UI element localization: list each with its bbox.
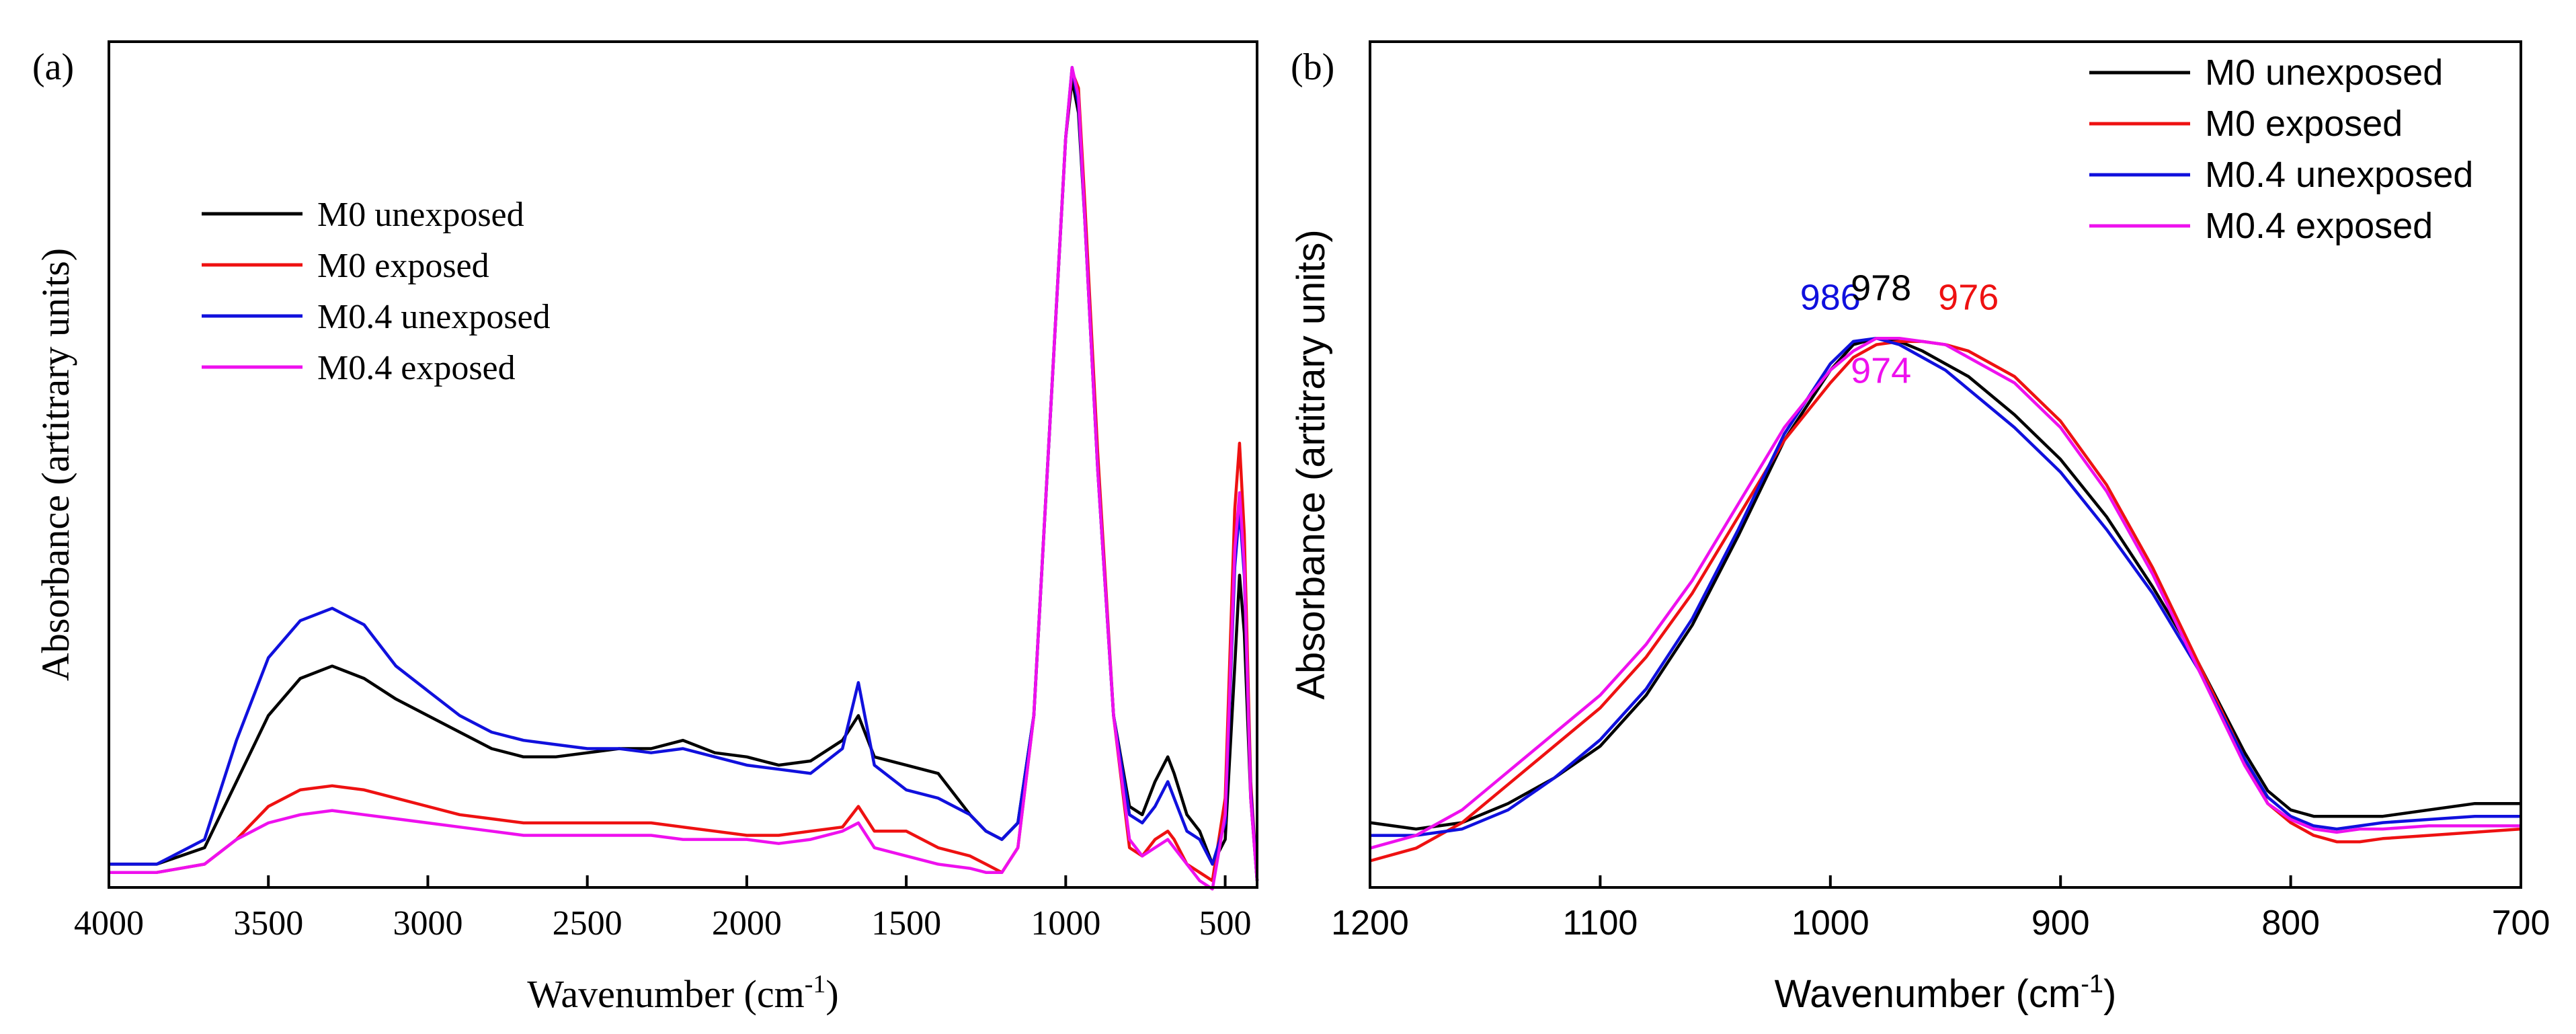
peak-annotation-976: 976 [1938, 278, 1999, 318]
legend-label-m0-exposed: M0 exposed [2205, 104, 2403, 144]
legend-label-m0-4-exposed: M0.4 exposed [317, 349, 516, 387]
legend-label-m0-4-exposed: M0.4 exposed [2205, 206, 2433, 246]
panel-b-x-axis-label: Wavenumber (cm-1) [1775, 970, 2117, 1016]
panel-a-y-axis-label: Absorbance (artitrary units) [34, 248, 77, 681]
series-line-m0-exposed [109, 70, 1259, 883]
panel-a-frame [108, 40, 1258, 889]
panel-a: (a) 4000 3500 3000 2500 2000 1500 1000 500 Wave… [32, 40, 1259, 1016]
legend-label-m0-exposed: M0 exposed [317, 247, 489, 285]
panel-a-series-group [109, 66, 1259, 891]
x-tick-label: 2500 [553, 904, 622, 943]
series-line-m0-4-unexposed [109, 66, 1259, 881]
legend-label-m0-unexposed: M0 unexposed [317, 196, 524, 234]
legend-label-m0-4-unexposed: M0.4 unexposed [2205, 155, 2473, 195]
peak-annotation-986: 986 [1800, 278, 1861, 318]
panel-b-frame [1369, 40, 2522, 889]
series-line-m0-4-unexposed [1370, 336, 2521, 837]
legend-label-m0-4-unexposed: M0.4 unexposed [317, 298, 551, 336]
series-line-m0-unexposed [109, 78, 1259, 881]
panel-b-series-group [1369, 336, 2522, 863]
x-tick-label: 800 [2261, 904, 2320, 943]
x-tick-label: 3500 [233, 904, 303, 943]
panel-a-x-axis-label: Wavenumber (cm-1) [527, 970, 838, 1016]
legend-label-m0-unexposed: M0 unexposed [2205, 52, 2443, 93]
series-line-m0-exposed [1369, 340, 2522, 863]
panel-b-label: (b) [1291, 46, 1334, 88]
x-tick-label: 700 [2492, 904, 2550, 943]
x-tick-label: 1200 [1331, 904, 1409, 943]
x-tick-label: 500 [1199, 904, 1252, 943]
x-tick-label: 1000 [1792, 904, 1869, 943]
panel-b-x-axis: 1200 1100 1000 900 800 700 [1331, 875, 2550, 943]
panel-b: (b) 1200 1100 1000 900 800 700 Wavenumber (cm… [1289, 40, 2550, 1016]
panel-a-label: (a) [32, 46, 74, 88]
panel-a-x-axis: 4000 3500 3000 2500 2000 1500 1000 500 [74, 875, 1252, 943]
x-tick-label: 2000 [712, 904, 782, 943]
x-tick-label: 3000 [393, 904, 462, 943]
series-line-m0-4-exposed [109, 66, 1259, 891]
series-line-m0-unexposed [1369, 336, 2521, 831]
x-tick-label: 1100 [1562, 904, 1638, 943]
series-line-m0-4-exposed [1369, 336, 2521, 850]
x-tick-label: 4000 [74, 904, 144, 943]
peak-annotation-978: 978 [1851, 268, 1911, 308]
x-tick-label: 1500 [871, 904, 941, 943]
panel-b-legend: M0 unexposed M0 exposed M0.4 unexposed M0.4… [2089, 52, 2473, 246]
peak-annotation-974: 974 [1851, 351, 1911, 391]
panel-b-y-axis-label: Absorbance (artitrary units) [1289, 229, 1333, 699]
x-tick-label: 900 [2031, 904, 2090, 943]
panel-a-legend: M0 unexposed M0 exposed M0.4 unexposed M0.4… [202, 196, 551, 387]
x-tick-label: 1000 [1031, 904, 1100, 943]
